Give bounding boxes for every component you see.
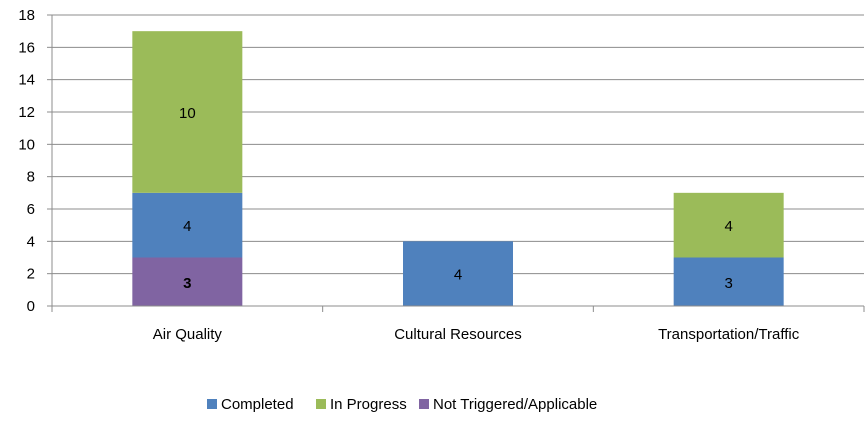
legend-swatch xyxy=(207,399,217,409)
x-tick-label: Cultural Resources xyxy=(394,326,522,343)
y-tick-label: 6 xyxy=(27,201,35,218)
legend-label: Completed xyxy=(221,396,294,413)
y-tick-label: 2 xyxy=(27,266,35,283)
data-label: 4 xyxy=(454,267,462,284)
bar-segment xyxy=(673,192,784,258)
bar-segment xyxy=(673,257,784,306)
data-label: 4 xyxy=(724,218,732,235)
y-tick-label: 0 xyxy=(27,298,35,315)
axes: 0 2 4 6 8 10 12 14 16 18 Air Quality Cultural Resou… xyxy=(18,7,865,343)
bar-segment xyxy=(132,31,243,193)
data-label: 3 xyxy=(183,275,191,292)
data-label: 3 xyxy=(724,275,732,292)
bar-segment xyxy=(403,241,513,306)
legend-label: Not Triggered/Applicable xyxy=(433,396,597,413)
legend-swatch xyxy=(419,399,429,409)
y-tick-label: 16 xyxy=(18,39,35,56)
bar-segment xyxy=(132,192,243,258)
legend: Completed In Progress Not Triggered/Applic… xyxy=(207,396,597,413)
y-tick-label: 10 xyxy=(18,136,35,153)
x-tick-label: Air Quality xyxy=(153,326,223,343)
y-tick-label: 8 xyxy=(27,169,35,186)
y-tick-label: 4 xyxy=(27,233,35,250)
legend-label: In Progress xyxy=(330,396,407,413)
data-label: 10 xyxy=(179,105,196,122)
data-label: 4 xyxy=(183,218,191,235)
x-tick-label: Transportation/Traffic xyxy=(658,326,800,343)
y-tick-label: 18 xyxy=(18,7,35,24)
y-tick-label: 14 xyxy=(18,72,35,89)
bar-segment xyxy=(132,257,243,306)
y-tick-label: 12 xyxy=(18,104,35,121)
data-labels: 3 4 10 4 3 4 xyxy=(179,105,733,292)
bars xyxy=(132,31,784,306)
legend-swatch xyxy=(316,399,326,409)
